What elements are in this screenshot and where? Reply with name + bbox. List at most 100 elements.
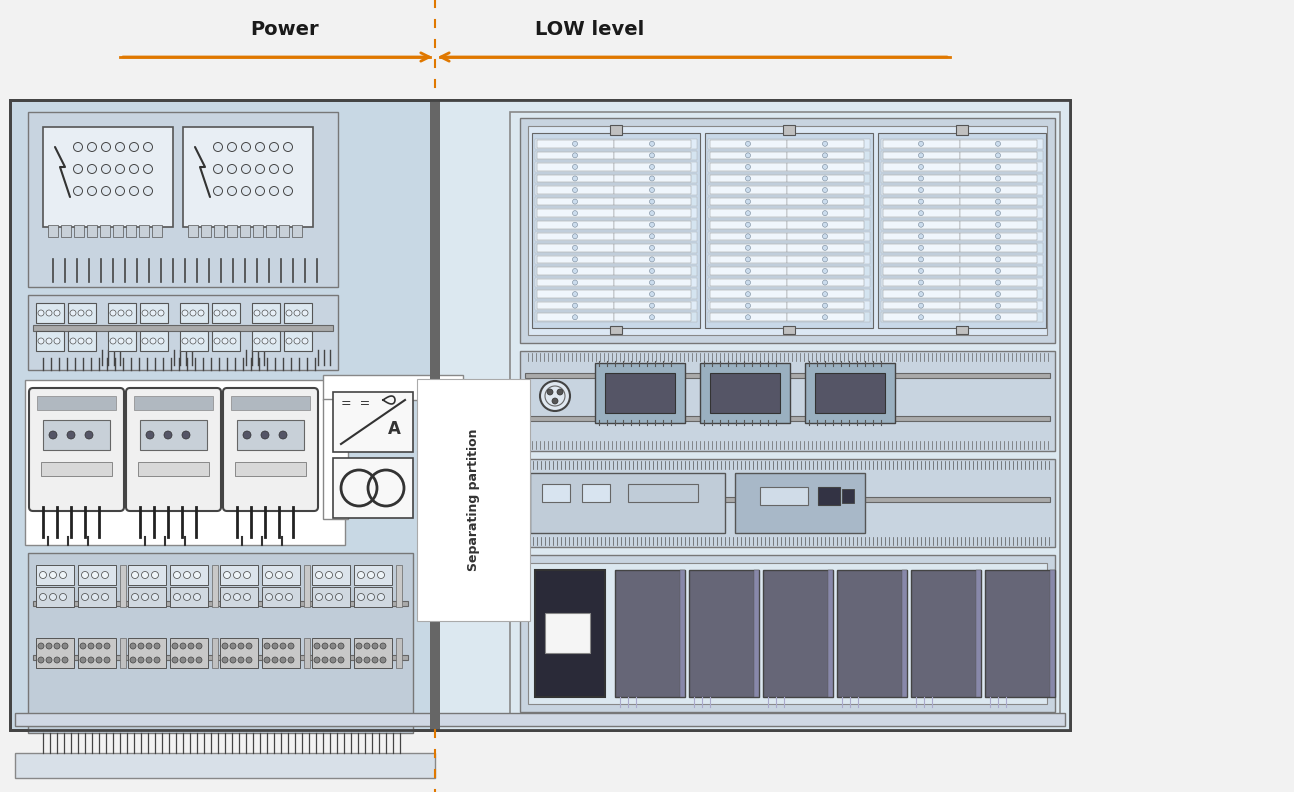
Circle shape	[650, 303, 655, 308]
Circle shape	[115, 143, 124, 151]
Circle shape	[115, 186, 124, 196]
Circle shape	[823, 176, 827, 181]
Bar	[582, 484, 609, 502]
Bar	[69, 303, 96, 323]
Bar	[881, 278, 1043, 287]
Circle shape	[184, 593, 190, 600]
Circle shape	[745, 165, 751, 169]
Bar	[534, 231, 697, 241]
Circle shape	[233, 593, 241, 600]
Circle shape	[224, 593, 230, 600]
Bar	[537, 302, 613, 310]
Circle shape	[82, 572, 88, 578]
Bar	[10, 100, 1070, 730]
Circle shape	[378, 593, 384, 600]
Bar	[534, 197, 697, 207]
Circle shape	[371, 657, 378, 663]
Circle shape	[228, 143, 237, 151]
Bar	[312, 638, 349, 668]
Circle shape	[104, 657, 110, 663]
Circle shape	[357, 572, 365, 578]
Circle shape	[67, 431, 75, 439]
Bar	[787, 209, 864, 217]
Bar	[537, 221, 613, 229]
Circle shape	[54, 643, 60, 649]
Circle shape	[132, 593, 138, 600]
Bar	[537, 233, 613, 240]
Bar	[883, 175, 960, 182]
Bar	[36, 638, 74, 668]
Bar	[10, 100, 1070, 730]
Bar	[783, 125, 795, 135]
Bar	[613, 221, 691, 229]
Bar	[883, 209, 960, 217]
Bar	[34, 655, 408, 660]
Circle shape	[195, 643, 202, 649]
Circle shape	[650, 188, 655, 192]
Bar	[537, 140, 613, 147]
Circle shape	[745, 314, 751, 320]
Circle shape	[745, 246, 751, 250]
Bar	[534, 208, 697, 218]
Bar	[883, 302, 960, 310]
Circle shape	[276, 593, 282, 600]
Bar	[911, 570, 981, 697]
Circle shape	[572, 153, 577, 158]
Circle shape	[356, 657, 362, 663]
Circle shape	[919, 234, 924, 238]
Circle shape	[367, 593, 374, 600]
Bar	[212, 303, 239, 323]
Bar	[36, 331, 63, 351]
Bar	[534, 162, 697, 172]
Bar	[881, 301, 1043, 310]
Circle shape	[919, 303, 924, 308]
Circle shape	[283, 165, 292, 173]
Circle shape	[164, 431, 172, 439]
Circle shape	[228, 165, 237, 173]
Circle shape	[367, 572, 374, 578]
Circle shape	[823, 314, 827, 320]
Circle shape	[572, 141, 577, 147]
Bar	[38, 396, 116, 410]
Bar	[113, 225, 123, 237]
Bar	[960, 244, 1036, 252]
Bar	[534, 312, 697, 322]
Circle shape	[214, 165, 223, 173]
Circle shape	[101, 593, 109, 600]
Circle shape	[572, 268, 577, 273]
Circle shape	[144, 186, 153, 196]
Bar	[182, 127, 313, 227]
Bar	[528, 126, 1047, 335]
Circle shape	[335, 572, 343, 578]
Circle shape	[154, 657, 160, 663]
Bar	[537, 198, 613, 205]
Circle shape	[547, 389, 553, 395]
Circle shape	[286, 310, 292, 316]
Circle shape	[47, 338, 52, 344]
Bar	[237, 420, 304, 450]
Circle shape	[47, 643, 52, 649]
Bar	[606, 373, 675, 413]
Circle shape	[144, 165, 153, 173]
Circle shape	[246, 643, 252, 649]
Bar	[151, 225, 162, 237]
Bar	[520, 118, 1055, 343]
Bar	[520, 555, 1055, 712]
Bar	[126, 225, 136, 237]
FancyBboxPatch shape	[28, 388, 124, 511]
Bar	[787, 291, 864, 298]
Circle shape	[823, 199, 827, 204]
Bar	[613, 175, 691, 182]
Bar	[28, 553, 413, 733]
Bar	[881, 185, 1043, 195]
Circle shape	[141, 593, 149, 600]
Bar	[883, 314, 960, 321]
Circle shape	[745, 176, 751, 181]
Bar	[254, 225, 263, 237]
Bar	[837, 570, 907, 697]
Circle shape	[995, 153, 1000, 158]
Bar	[292, 225, 302, 237]
Circle shape	[101, 143, 110, 151]
Circle shape	[995, 291, 1000, 296]
Bar	[180, 331, 208, 351]
